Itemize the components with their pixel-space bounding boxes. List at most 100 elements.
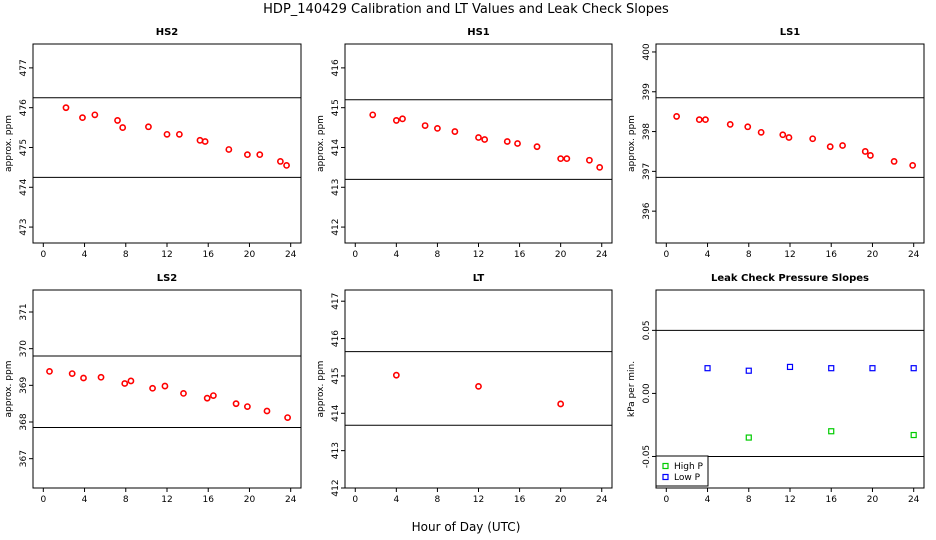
x-tick-label: 8 bbox=[123, 495, 129, 505]
data-point bbox=[779, 131, 787, 139]
x-tick-label: 12 bbox=[784, 495, 795, 505]
x-tick-label: 12 bbox=[161, 495, 172, 505]
x-tick-label: 0 bbox=[40, 250, 46, 260]
x-tick-label: 24 bbox=[596, 250, 608, 260]
data-point bbox=[533, 143, 541, 151]
y-axis-label: approx. ppm bbox=[4, 361, 14, 418]
y-axis-label: kPa per min. bbox=[627, 361, 637, 417]
figure-xlabel: Hour of Day (UTC) bbox=[412, 520, 521, 534]
legend-label: High P bbox=[674, 462, 704, 472]
x-tick-label: 20 bbox=[244, 495, 256, 505]
y-tick-label: 0.00 bbox=[642, 383, 652, 403]
y-axis-label: approx. ppm bbox=[316, 361, 326, 418]
x-tick-label: 8 bbox=[746, 495, 752, 505]
data-point bbox=[910, 365, 917, 372]
y-tick-label: 416 bbox=[331, 59, 341, 76]
x-tick-label: 12 bbox=[473, 250, 484, 260]
x-tick-label: 12 bbox=[784, 250, 795, 260]
y-tick-label: 475 bbox=[19, 139, 29, 156]
data-point bbox=[276, 158, 284, 165]
y-tick-label: 0.05 bbox=[642, 320, 652, 340]
data-point bbox=[757, 128, 765, 136]
data-point bbox=[421, 122, 429, 129]
plot-frame bbox=[32, 43, 302, 244]
data-point bbox=[481, 136, 489, 143]
x-tick-label: 0 bbox=[352, 250, 358, 260]
y-tick-label: 413 bbox=[331, 179, 341, 196]
data-point bbox=[557, 400, 565, 408]
panel-lt: LT 0 4 8 12 16 20 24 412 413 414 415 416 417 approx. p… bbox=[316, 273, 613, 505]
data-point bbox=[451, 128, 459, 135]
x-tick-label: 20 bbox=[555, 495, 567, 505]
x-tick-label: 20 bbox=[244, 250, 256, 260]
x-tick-label: 24 bbox=[908, 495, 920, 505]
y-tick-label: 370 bbox=[19, 340, 29, 357]
data-point bbox=[201, 138, 209, 145]
data-point bbox=[79, 114, 86, 122]
y-tick-label: 414 bbox=[331, 139, 341, 156]
series-high-p bbox=[745, 428, 917, 441]
panel-ls1: LS1 0 4 8 12 16 20 24 396 397 398 399 400 approx. ppm bbox=[627, 27, 925, 260]
legend-box bbox=[655, 455, 709, 487]
y-tick-label: 414 bbox=[331, 404, 341, 421]
series-low-p bbox=[704, 363, 917, 374]
legend-marker bbox=[662, 473, 669, 481]
y-tick-label: 399 bbox=[642, 83, 652, 100]
data-point bbox=[369, 111, 377, 119]
data-point bbox=[673, 113, 681, 120]
series-values bbox=[369, 111, 604, 171]
x-tick-label: 4 bbox=[705, 250, 711, 260]
panel-hs2: HS2 0 4 8 12 16 20 24 473 474 475 476 477 approx. ppm bbox=[4, 27, 302, 260]
legend-label: Low P bbox=[674, 473, 701, 483]
panel-title: LT bbox=[473, 273, 485, 284]
plot-frame bbox=[655, 43, 925, 244]
x-tick-label: 0 bbox=[40, 495, 46, 505]
x-tick-label: 20 bbox=[555, 250, 567, 260]
data-point bbox=[283, 161, 290, 169]
data-point bbox=[586, 156, 593, 164]
series-values bbox=[62, 104, 290, 169]
data-point bbox=[243, 151, 251, 159]
x-tick-label: 4 bbox=[82, 495, 88, 505]
x-tick-label: 16 bbox=[203, 495, 215, 505]
y-tick-label: 368 bbox=[19, 413, 29, 430]
data-point bbox=[243, 403, 251, 410]
x-tick-label: 16 bbox=[203, 250, 215, 260]
series-values bbox=[392, 371, 565, 408]
data-point bbox=[910, 431, 917, 439]
y-axis-label: approx. ppm bbox=[316, 115, 326, 172]
data-point bbox=[702, 116, 709, 124]
panel-hs1: HS1 0 4 8 12 16 20 24 412 413 414 415 416 approx. ppm bbox=[316, 27, 613, 260]
data-point bbox=[475, 382, 482, 390]
data-point bbox=[704, 365, 711, 372]
data-point bbox=[209, 392, 217, 399]
data-point bbox=[80, 374, 87, 382]
x-tick-label: 0 bbox=[663, 495, 669, 505]
data-point bbox=[121, 380, 129, 387]
data-point bbox=[695, 116, 703, 124]
data-point bbox=[399, 115, 406, 123]
data-point bbox=[434, 124, 441, 132]
data-point bbox=[726, 120, 734, 128]
y-tick-label: 474 bbox=[19, 178, 29, 195]
data-point bbox=[263, 407, 271, 415]
series-values bbox=[673, 113, 917, 169]
data-point bbox=[119, 124, 127, 131]
data-point bbox=[596, 163, 604, 171]
data-point bbox=[97, 373, 105, 381]
data-point bbox=[145, 123, 152, 131]
data-point bbox=[175, 130, 183, 138]
data-point bbox=[91, 111, 99, 119]
data-point bbox=[744, 123, 752, 131]
y-tick-label: 416 bbox=[331, 330, 341, 347]
panel-title: HS1 bbox=[467, 27, 490, 38]
y-axis-label: approx. ppm bbox=[627, 115, 637, 172]
x-tick-label: 8 bbox=[435, 250, 441, 260]
data-point bbox=[909, 161, 917, 169]
data-point bbox=[62, 104, 70, 112]
y-axis-label: approx. ppm bbox=[4, 115, 14, 172]
x-tick-label: 24 bbox=[596, 495, 608, 505]
y-tick-label: 412 bbox=[331, 479, 341, 496]
y-tick-label: 477 bbox=[19, 59, 29, 76]
